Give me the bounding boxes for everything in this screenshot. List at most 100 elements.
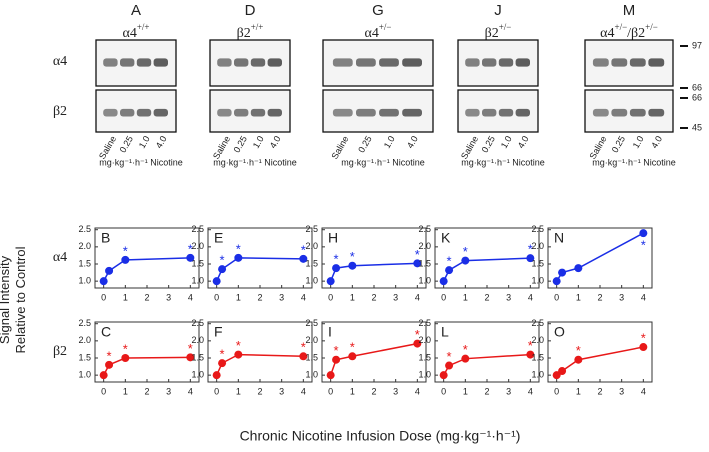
blot-band	[482, 58, 497, 67]
x-tick-label: 2	[257, 292, 262, 302]
significance-star: *	[447, 349, 452, 364]
y-tick-label: 2.0	[305, 241, 318, 251]
significance-star: *	[220, 253, 225, 268]
x-tick-label: 1	[463, 386, 468, 396]
blot-band	[103, 58, 118, 67]
significance-star: *	[123, 243, 128, 258]
series-line	[329, 342, 418, 376]
series-line	[329, 262, 418, 282]
blot-band	[267, 58, 282, 67]
x-tick-label: 4	[301, 292, 306, 302]
y-tick-label: 2.0	[191, 335, 204, 345]
x-tick-label: 1	[236, 292, 241, 302]
blot-band	[120, 108, 135, 117]
lane-label: 1.0	[499, 134, 514, 150]
x-tick-label: 0	[441, 386, 446, 396]
x-tick-label: 0	[101, 386, 106, 396]
x-tick-label: 1	[350, 292, 355, 302]
y-tick-label: 2.5	[418, 318, 431, 328]
significance-star: *	[415, 247, 420, 262]
blot-band	[611, 108, 628, 117]
blot-band	[332, 58, 353, 67]
blot-band	[592, 58, 609, 67]
panel-letter: M	[623, 2, 636, 19]
panel-letter: J	[494, 2, 502, 19]
x-tick-label: 1	[123, 292, 128, 302]
blot-band	[629, 108, 646, 117]
series-line	[556, 232, 644, 282]
data-point	[558, 367, 567, 376]
x-tick-label: 3	[393, 292, 398, 302]
dose-unit-label: mg·kg⁻¹·h⁻¹ Nicotine	[99, 157, 183, 167]
lane-label: 1.0	[631, 134, 646, 150]
blot-band	[356, 58, 376, 67]
x-tick-label: 3	[506, 386, 511, 396]
data-point	[326, 277, 335, 286]
y-tick-label: 2.5	[305, 318, 318, 328]
y-tick-label: 1.5	[418, 258, 431, 268]
significance-star: *	[528, 242, 533, 257]
genotype-part: +/−	[615, 22, 628, 32]
data-point	[99, 371, 108, 380]
blot-band	[153, 108, 168, 117]
panel-letter: C	[101, 324, 111, 340]
dose-unit-label: mg·kg⁻¹·h⁻¹ Nicotine	[341, 157, 425, 167]
x-tick-label: 4	[415, 292, 420, 302]
y-tick-label: 1.0	[78, 370, 91, 380]
y-tick-label: 2.0	[78, 241, 91, 251]
data-point	[326, 371, 335, 380]
significance-star: *	[301, 242, 306, 257]
series-line	[103, 257, 191, 282]
significance-star: *	[528, 338, 533, 353]
panel-letter: D	[245, 2, 256, 19]
genotype-part: α4	[123, 26, 137, 41]
data-point	[121, 354, 130, 362]
genotype-label: α4+/+	[123, 22, 150, 41]
data-point	[105, 360, 114, 369]
blot-row-label: β2	[53, 104, 67, 119]
data-point	[348, 261, 357, 270]
data-point	[552, 277, 561, 286]
y-label-line: Signal Intensity	[0, 255, 12, 344]
y-tick-label: 1.0	[531, 370, 544, 380]
y-tick-label: 2.0	[418, 335, 431, 345]
x-tick-label: 3	[279, 292, 284, 302]
blot-band	[465, 108, 480, 117]
x-tick-label: 3	[506, 292, 511, 302]
marker-label: 45	[692, 122, 702, 132]
genotype-label: β2+/−	[485, 22, 512, 41]
lane-label: 0.25	[118, 134, 135, 154]
x-tick-label: 3	[393, 386, 398, 396]
series-line	[442, 257, 531, 282]
chart-row-label: α4	[53, 250, 67, 265]
x-tick-label: 1	[463, 292, 468, 302]
series-line	[556, 346, 644, 376]
x-tick-label: 1	[576, 292, 581, 302]
significance-star: *	[188, 241, 193, 256]
data-point	[234, 253, 243, 262]
x-tick-label: 2	[484, 386, 489, 396]
y-tick-label: 2.5	[418, 224, 431, 234]
y-tick-label: 1.0	[191, 370, 204, 380]
data-point	[461, 256, 470, 265]
x-tick-label: 2	[144, 386, 149, 396]
panel-letter: N	[554, 230, 564, 246]
x-tick-label: 2	[484, 292, 489, 302]
series-line	[443, 353, 531, 376]
significance-star: *	[576, 343, 581, 358]
lane-label: 4.0	[649, 134, 664, 150]
blot-band	[120, 58, 135, 67]
significance-star: *	[334, 252, 339, 267]
significance-star: *	[350, 249, 355, 264]
y-tick-label: 1.5	[531, 352, 544, 362]
x-tick-label: 2	[597, 386, 602, 396]
data-point	[212, 371, 221, 380]
significance-star: *	[334, 343, 339, 358]
y-tick-label: 2.0	[418, 241, 431, 251]
x-tick-label: 4	[301, 386, 306, 396]
blot-band	[217, 58, 232, 67]
data-point	[526, 350, 535, 359]
blot-band	[234, 58, 249, 67]
blot-band	[379, 108, 399, 117]
